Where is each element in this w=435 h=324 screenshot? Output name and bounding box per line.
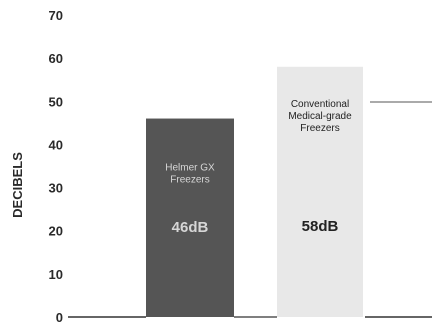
bar-1-value-label: 46dB — [172, 219, 209, 236]
y-tick-label-50: 50 — [49, 94, 63, 109]
y-tick-label-40: 40 — [49, 137, 63, 152]
baseline-and-reference-lines — [68, 101, 432, 318]
bar-2-value-label: 58dB — [302, 218, 339, 235]
bar-1 — [146, 118, 234, 318]
bar-1-label-line-1: Helmer GX — [165, 163, 215, 174]
bar-1-label-line-2: Freezers — [170, 175, 209, 186]
y-tick-label-30: 30 — [49, 181, 63, 196]
bars: Helmer GXFreezers46dBConventionalMedical… — [146, 66, 363, 318]
bar-2-label-line-1: Conventional — [291, 99, 349, 110]
bar-2-label-line-3: Freezers — [300, 123, 339, 134]
y-tick-label-20: 20 — [49, 224, 63, 239]
y-axis-title: DECIBELS — [10, 152, 25, 218]
y-tick-label-0: 0 — [56, 310, 63, 324]
bar-2 — [277, 66, 363, 318]
y-axis-ticks: 0 10 20 30 40 50 60 70 — [49, 8, 63, 324]
bar-2-label-line-2: Medical-grade — [288, 111, 352, 122]
y-tick-label-70: 70 — [49, 8, 63, 23]
y-tick-label-10: 10 — [49, 267, 63, 282]
y-tick-label-60: 60 — [49, 51, 63, 66]
